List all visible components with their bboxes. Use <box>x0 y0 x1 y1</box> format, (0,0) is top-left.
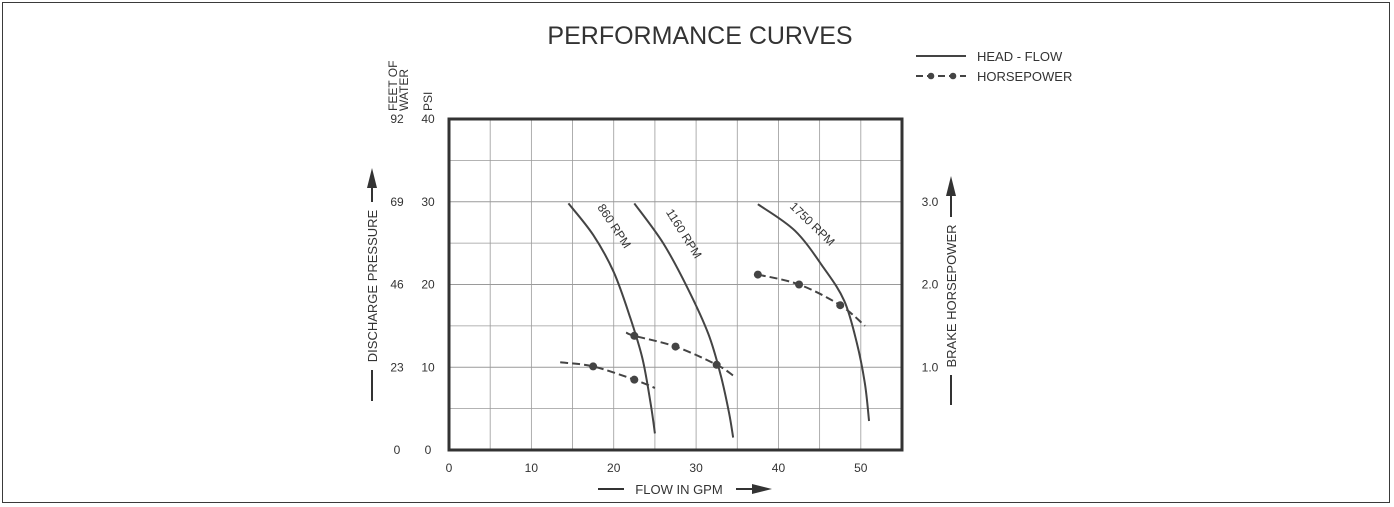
arrow-up-icon <box>367 168 377 188</box>
chart-title: PERFORMANCE CURVES <box>547 22 852 50</box>
x-tick-label: 20 <box>607 461 621 475</box>
x-axis-arrow <box>598 484 772 494</box>
horsepower-marker <box>795 280 804 289</box>
y-left-axis-label: DISCHARGE PRESSURE <box>365 209 380 362</box>
horsepower-curve-0 <box>560 361 656 389</box>
y-tick-label-feet: 92 <box>390 112 404 126</box>
x-tick-label: 30 <box>689 461 703 475</box>
y-header-feet: FEET OF WATER <box>386 57 411 111</box>
y-tick-label-hp: 1.0 <box>922 360 939 374</box>
horsepower-marker <box>589 362 598 371</box>
y-right-axis-label-group: BRAKE HORSEPOWER <box>944 176 959 405</box>
horsepower-marker <box>836 301 845 310</box>
arrow-up-icon <box>946 176 956 196</box>
horsepower-curves <box>560 270 866 389</box>
horsepower-marker <box>712 360 721 369</box>
head-flow-curve-2 <box>757 203 871 422</box>
y-header-feet-line1: FEET OF <box>386 61 400 111</box>
legend-horsepower-marker-2 <box>949 72 957 80</box>
horsepower-marker <box>753 270 762 279</box>
legend-horsepower-label: HORSEPOWER <box>977 69 1072 84</box>
legend: HEAD - FLOW HORSEPOWER <box>916 49 1072 84</box>
legend-head-flow-label: HEAD - FLOW <box>977 49 1063 64</box>
x-tick-label: 10 <box>525 461 539 475</box>
head-flow-curve-0 <box>567 202 656 434</box>
grid <box>449 119 902 450</box>
y-header-feet-line2: WATER <box>397 69 411 111</box>
y-tick-label-psi: 10 <box>421 360 435 374</box>
horsepower-marker <box>671 342 680 351</box>
horsepower-marker <box>630 331 639 340</box>
y-tick-label-psi: 20 <box>421 278 435 292</box>
arrow-right-icon <box>752 484 772 494</box>
head-flow-curve-1 <box>633 202 735 438</box>
axis-ticks: 0 10 20 30 40 50 0 10 20 30 40 0 23 46 69 92 1.0 2.0 3.0 <box>390 112 938 475</box>
y-left-axis-label-group: DISCHARGE PRESSURE <box>365 168 380 401</box>
y-tick-label-hp: 3.0 <box>922 195 939 209</box>
y-tick-label-psi: 30 <box>421 195 435 209</box>
y-tick-label-feet: 0 <box>394 443 401 457</box>
x-tick-label: 0 <box>446 461 453 475</box>
x-axis-label: FLOW IN GPM <box>635 482 722 497</box>
horsepower-marker <box>630 375 639 384</box>
y-tick-label-hp: 2.0 <box>922 278 939 292</box>
y-tick-label-feet: 23 <box>390 360 404 374</box>
horsepower-curve-2 <box>757 273 866 327</box>
plot-area-border <box>447 117 904 452</box>
x-tick-label: 50 <box>854 461 868 475</box>
legend-horsepower-marker-1 <box>927 72 935 80</box>
y-tick-label-psi: 0 <box>425 443 432 457</box>
rpm-label: 1750 RPM <box>787 199 837 248</box>
y-right-axis-label: BRAKE HORSEPOWER <box>944 224 959 367</box>
y-header-psi: PSI <box>421 92 435 111</box>
y-tick-label-psi: 40 <box>421 112 435 126</box>
y-tick-label-feet: 46 <box>390 278 404 292</box>
y-tick-label-feet: 69 <box>390 195 404 209</box>
x-tick-label: 40 <box>772 461 786 475</box>
